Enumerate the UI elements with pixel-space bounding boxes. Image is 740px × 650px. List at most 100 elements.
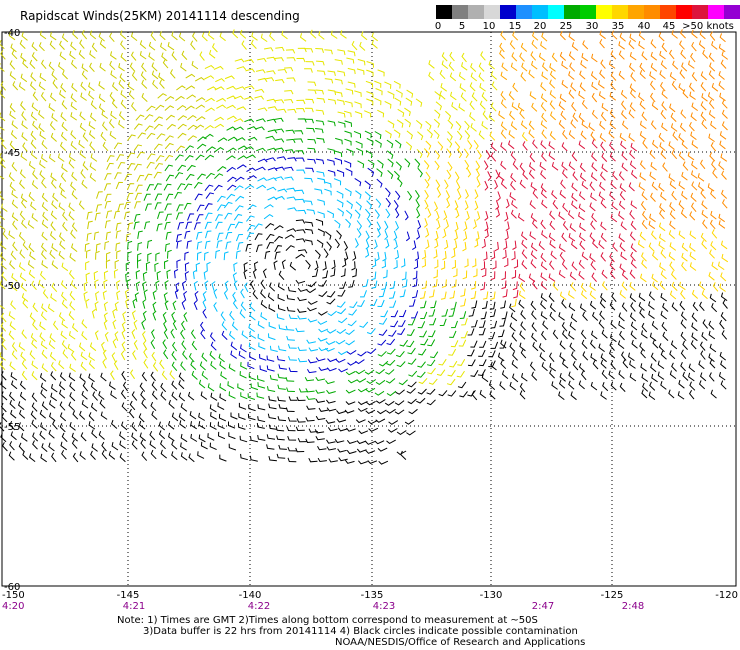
wind-barb	[451, 320, 458, 329]
wind-barb	[296, 418, 306, 423]
wind-barb	[678, 200, 685, 210]
wind-barb	[355, 140, 363, 149]
wind-barb	[68, 202, 75, 212]
wind-barb	[591, 139, 598, 149]
wind-barb	[562, 169, 568, 179]
wind-barb	[511, 332, 518, 342]
wind-barb	[650, 63, 658, 72]
wind-barb	[116, 280, 121, 290]
wind-barb	[266, 157, 276, 162]
wind-barb	[159, 359, 165, 370]
wind-barb	[41, 303, 48, 313]
wind-barb	[582, 351, 589, 361]
wind-barb	[355, 359, 365, 365]
wind-barb	[19, 179, 25, 189]
wind-barb	[226, 85, 237, 90]
wind-barb	[528, 169, 535, 179]
wind-barb	[661, 101, 667, 111]
wind-barb	[518, 273, 526, 283]
wind-barb	[209, 404, 217, 413]
wind-barb	[146, 239, 153, 249]
wind-barb	[133, 319, 138, 330]
wind-barb	[70, 141, 77, 150]
wind-barb	[101, 441, 107, 452]
wind-barb	[67, 343, 75, 353]
wind-barb	[276, 355, 286, 362]
wind-barb	[8, 451, 15, 461]
wind-barb	[688, 363, 696, 373]
wind-barb	[59, 381, 66, 391]
wind-barb	[580, 329, 587, 340]
wind-barb	[365, 248, 370, 258]
wind-barb	[471, 300, 478, 309]
wind-barb	[464, 120, 470, 131]
wind-barb	[668, 230, 676, 239]
wind-barb	[691, 29, 698, 39]
wind-barb	[233, 118, 244, 123]
wind-barb	[678, 151, 685, 161]
wind-barb	[382, 251, 387, 262]
wind-barb	[619, 132, 627, 142]
wind-barb	[58, 360, 65, 370]
wind-barb	[154, 202, 162, 210]
wind-barb	[10, 130, 18, 140]
wind-barb	[658, 132, 665, 142]
wind-barb	[50, 392, 57, 402]
wind-barb	[500, 300, 506, 309]
wind-barb	[340, 268, 346, 278]
wind-barb	[680, 109, 687, 119]
wind-barb	[639, 120, 647, 130]
wind-barb	[484, 210, 489, 221]
wind-barb	[375, 198, 382, 208]
wind-barb	[502, 289, 508, 298]
wind-barb	[404, 158, 411, 168]
wind-barb	[651, 321, 659, 330]
wind-barb	[562, 221, 569, 231]
wind-barb	[571, 182, 578, 192]
wind-barb	[20, 52, 27, 62]
wind-barb	[111, 419, 118, 429]
wind-barb	[217, 402, 225, 411]
wind-barb	[21, 32, 28, 41]
wind-barb	[18, 442, 25, 452]
wind-barb	[659, 280, 666, 290]
wind-barb	[190, 433, 198, 442]
wind-barb	[227, 136, 238, 142]
wind-barb	[155, 280, 160, 290]
wind-barb	[69, 253, 76, 262]
wind-barb	[504, 258, 509, 268]
wind-barb	[347, 50, 356, 57]
wind-barb	[437, 141, 444, 151]
wind-barb	[186, 164, 196, 172]
wind-barb	[113, 360, 119, 371]
wind-barb	[274, 99, 285, 104]
wind-barb	[432, 279, 438, 288]
wind-barb	[115, 222, 122, 231]
wind-barb	[207, 383, 215, 392]
lat-tick-label: -40	[4, 28, 20, 39]
wind-barb	[470, 123, 477, 132]
wind-map: -40 -45 -50 -55 -60 -150 -145 -140 -135 …	[0, 28, 738, 612]
wind-barb	[0, 241, 7, 250]
wind-barb	[89, 173, 97, 182]
wind-barb	[531, 332, 538, 342]
wind-barb	[11, 212, 19, 222]
wind-barb	[342, 257, 347, 268]
wind-barb	[177, 132, 187, 139]
wind-barb	[550, 111, 557, 121]
wind-barb	[238, 423, 246, 430]
wind-barb	[559, 291, 567, 301]
wind-barb	[476, 211, 481, 221]
wind-barb	[447, 131, 453, 141]
wind-barb	[562, 359, 569, 369]
map-title: Rapidscat Winds(25KM) 20141114 descendin…	[20, 9, 300, 23]
wind-barb	[336, 199, 344, 208]
wind-barb	[238, 350, 246, 359]
wind-barb	[407, 381, 417, 388]
wind-barb	[336, 99, 345, 106]
wind-barb	[217, 421, 225, 430]
wind-barb	[315, 218, 324, 226]
wind-barb	[395, 190, 401, 201]
wind-barb	[101, 110, 108, 119]
wind-barb	[317, 177, 326, 184]
